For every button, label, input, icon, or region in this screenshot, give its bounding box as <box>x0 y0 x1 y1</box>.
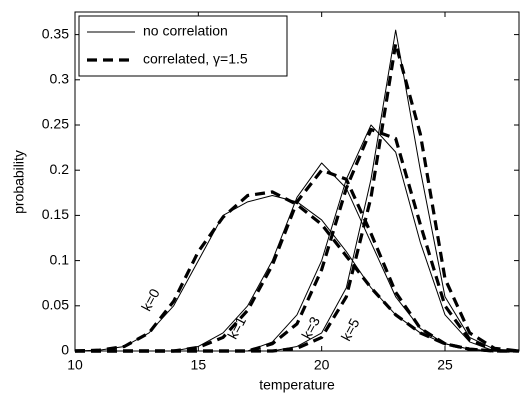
x-tick-label: 25 <box>437 357 453 373</box>
y-tick-label: 0.3 <box>50 71 70 87</box>
plot-frame <box>74 11 520 352</box>
x-tick-label: 20 <box>314 357 330 373</box>
x-tick-label: 10 <box>67 357 83 373</box>
x-tick-label: 15 <box>191 357 207 373</box>
x-axis-label: temperature <box>259 377 335 393</box>
curve-label: k=5 <box>338 316 363 344</box>
y-tick-label: 0.05 <box>42 297 69 313</box>
y-tick-label: 0.35 <box>42 25 69 41</box>
y-tick-label: 0 <box>61 342 69 358</box>
legend-label: correlated, γ=1.5 <box>143 51 248 67</box>
y-tick-label: 0.1 <box>50 251 70 267</box>
y-tick-label: 0.15 <box>42 206 69 222</box>
legend: no correlation correlated, γ=1.5 <box>78 15 288 77</box>
y-axis-label: probability <box>11 150 27 214</box>
legend-box <box>78 15 288 77</box>
line-series <box>75 127 520 353</box>
legend-label: no correlation <box>143 23 228 39</box>
line-series <box>75 124 519 352</box>
line-series <box>74 195 519 352</box>
line-series <box>74 190 519 353</box>
y-tick-label: 0.2 <box>50 161 70 177</box>
curve-label: k=1 <box>224 314 249 342</box>
curve-label: k=0 <box>138 286 163 314</box>
y-tick-label: 0.25 <box>42 116 69 132</box>
